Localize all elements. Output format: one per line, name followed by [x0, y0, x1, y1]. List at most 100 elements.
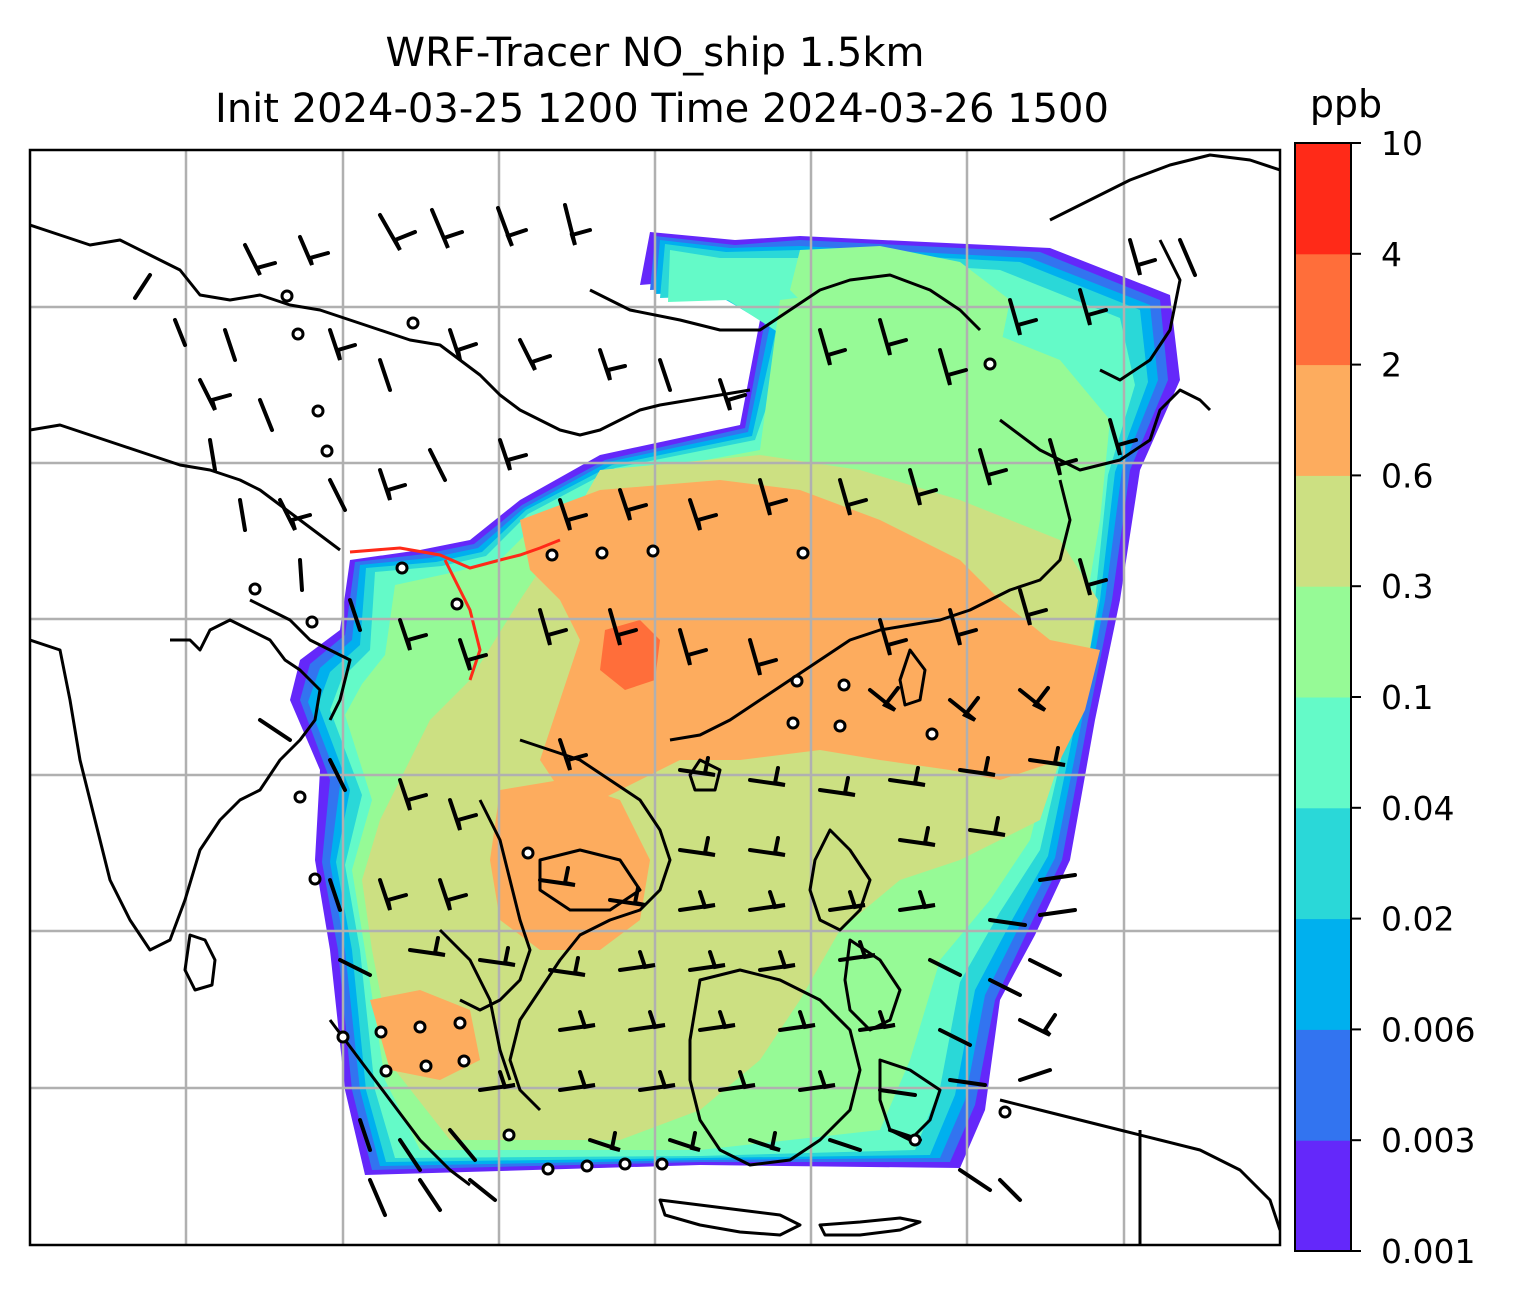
wind-barb	[748, 1131, 781, 1152]
field-red-edge	[349, 538, 561, 681]
colorbar-tick-label: 0.02	[1381, 900, 1454, 939]
border-himalaya	[30, 223, 751, 437]
wind-barb	[838, 478, 868, 516]
wind-barb	[798, 1070, 836, 1092]
wind-barb	[448, 328, 478, 361]
wind-barb	[398, 1138, 422, 1172]
calm-circle	[545, 548, 559, 562]
wind-barb	[430, 208, 464, 249]
wind-barb	[1018, 686, 1050, 712]
calm-circle	[450, 597, 464, 611]
wind-barb	[628, 1010, 666, 1032]
wind-barb	[378, 213, 417, 251]
wind-barb	[618, 950, 656, 972]
calm-circle	[320, 444, 334, 458]
wind-barb	[1028, 958, 1062, 977]
colorbar-band	[1295, 697, 1351, 809]
wind-barb	[1048, 438, 1078, 476]
border-bangladesh	[249, 598, 352, 721]
calm-circle	[293, 790, 307, 804]
calm-circle	[280, 289, 294, 303]
map-panel	[30, 150, 1280, 1245]
coastline-png	[999, 1098, 1280, 1231]
wind-barb	[868, 686, 900, 712]
wind-barb	[748, 836, 786, 857]
colorbar-tick-label: 0.3	[1381, 567, 1433, 606]
wind-barb	[368, 1178, 387, 1217]
wind-barb	[1078, 558, 1108, 596]
title-line1: WRF-Tracer NO_ship 1.5km	[386, 30, 925, 76]
wind-barb	[878, 618, 908, 656]
wind-barb	[448, 798, 478, 831]
calm-circle	[457, 1054, 471, 1068]
wind-barb	[948, 1078, 987, 1087]
calm-circle	[336, 1030, 350, 1044]
wind-barb	[348, 598, 362, 632]
calm-circle	[925, 727, 939, 741]
colorbar-tick-label: 0.003	[1381, 1121, 1475, 1160]
wind-barb	[968, 816, 1006, 837]
wind-barb	[278, 498, 312, 531]
calm-circle	[291, 327, 305, 341]
wind-barb	[828, 1138, 862, 1152]
wind-barb	[338, 958, 372, 977]
wind-barb	[938, 1028, 972, 1047]
wind-barb	[998, 1178, 1022, 1202]
wind-barb	[1178, 238, 1197, 277]
calm-circle	[379, 1064, 393, 1078]
colorbar-tick-label: 4	[1381, 235, 1402, 274]
calm-circle	[541, 1162, 555, 1176]
colorbar-band	[1295, 586, 1351, 698]
calm-circles	[248, 289, 1012, 1176]
coastline-gulf-thailand	[459, 799, 532, 1012]
map-frame	[28, 148, 1282, 1247]
coastline-srilanka	[183, 933, 217, 992]
calm-circle	[983, 357, 997, 371]
wind-barb	[658, 358, 672, 392]
wind-barb	[328, 758, 347, 792]
coastline-borneo	[688, 968, 862, 1167]
colorbar-band	[1295, 253, 1351, 366]
calm-circle	[837, 678, 851, 692]
wind-barb	[518, 338, 552, 371]
wind-barb	[908, 468, 938, 506]
wind-barb	[258, 718, 292, 742]
wind-barb	[688, 950, 726, 972]
wind-barb	[748, 890, 786, 912]
wind-barb	[558, 738, 588, 771]
wind-barb	[548, 956, 586, 977]
wind-barb	[668, 1131, 701, 1152]
coastline-indochina	[508, 738, 672, 1112]
wind-barb	[328, 478, 347, 512]
calm-circle	[646, 544, 660, 558]
colorbar-band	[1295, 364, 1351, 476]
wind-barb	[243, 243, 277, 276]
calm-circle	[248, 582, 262, 596]
calm-circle	[790, 674, 804, 688]
wind-barb	[478, 1070, 516, 1092]
wind-barb	[223, 328, 237, 362]
wind-barb	[173, 318, 187, 347]
colorbar-tick-label: 0.1	[1381, 678, 1433, 717]
wind-barb	[888, 766, 926, 787]
wind-barb	[133, 273, 152, 300]
coastline-cambodia	[538, 848, 642, 912]
wind-barb	[558, 1010, 596, 1032]
wind-barb	[988, 978, 1022, 997]
wind-barb	[418, 1178, 442, 1212]
wind-barb	[818, 328, 847, 366]
coastline-china-east2	[669, 479, 1072, 742]
wind-barb	[298, 235, 330, 266]
calm-circle	[655, 1157, 669, 1171]
wind-barb	[938, 348, 968, 386]
colorbar: 0.001 0.003 0.006 0.02 0.04 0.1 0.3 0.6 2 4 10 ppb	[1294, 82, 1475, 1271]
calm-circle	[595, 546, 609, 560]
wind-barb	[678, 836, 716, 857]
wind-barb	[748, 766, 786, 787]
colorbar-band	[1295, 1029, 1351, 1141]
wind-barb	[948, 608, 978, 646]
wind-barb	[408, 936, 446, 957]
wind-barb	[428, 448, 447, 482]
wind-barb	[328, 328, 357, 361]
wind-barb	[378, 468, 407, 501]
